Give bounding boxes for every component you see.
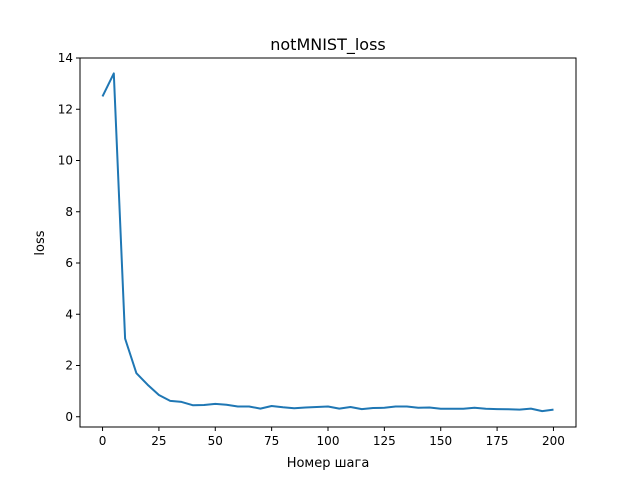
y-axis: 0 2 4 6 8 10 12 14 — [58, 51, 80, 424]
x-tick-label: 25 — [151, 434, 166, 448]
y-tick-label: 10 — [58, 154, 73, 168]
y-tick-label: 14 — [58, 51, 73, 65]
loss-series-line — [101, 72, 554, 413]
x-tick-label: 100 — [317, 434, 340, 448]
x-tick-label: 0 — [99, 434, 107, 448]
y-tick-label: 12 — [58, 102, 73, 116]
chart-title: notMNIST_loss — [270, 35, 386, 55]
x-tick-label: 125 — [373, 434, 396, 448]
y-tick-label: 8 — [65, 205, 73, 219]
y-axis-label: loss — [33, 230, 48, 255]
y-tick-label: 4 — [65, 307, 73, 321]
x-axis-label: Номер шага — [287, 456, 370, 471]
x-tick-label: 200 — [542, 434, 565, 448]
x-tick-label: 50 — [208, 434, 223, 448]
plot-frame — [79, 57, 577, 428]
x-tick-label: 75 — [264, 434, 279, 448]
y-tick-label: 6 — [65, 256, 73, 270]
x-axis: 0 25 50 75 100 125 150 175 200 — [99, 427, 565, 448]
y-tick-label: 2 — [65, 359, 73, 373]
x-tick-label: 150 — [429, 434, 452, 448]
x-tick-label: 175 — [486, 434, 509, 448]
y-tick-label: 0 — [65, 410, 73, 424]
